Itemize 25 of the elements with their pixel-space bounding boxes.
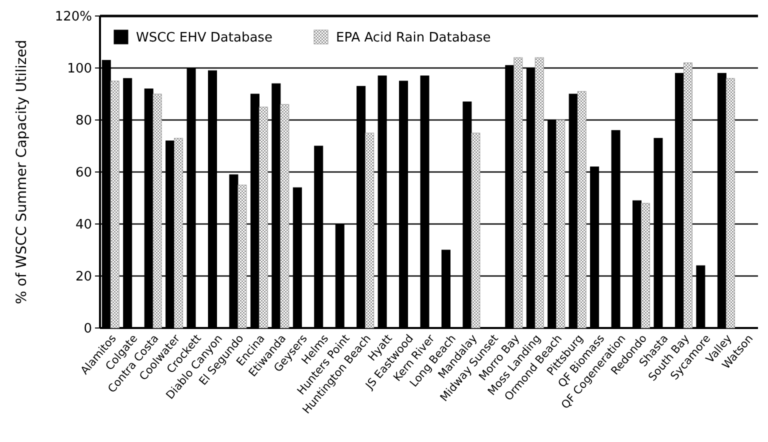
bar [365, 132, 374, 328]
bar [110, 80, 120, 328]
y-tick-label: 120% [54, 10, 92, 25]
bar [577, 91, 586, 328]
legend-label: EPA Acid Rain Database [336, 30, 491, 46]
y-axis-title: % of WSCC Summer Capacity Utilized [14, 40, 30, 304]
bar [258, 106, 268, 328]
bar [174, 138, 184, 328]
bar [280, 104, 290, 328]
y-tick-label: 20 [75, 270, 92, 285]
bar [471, 132, 480, 328]
bar [238, 184, 247, 328]
bar [514, 57, 523, 328]
y-tick-label: 100 [67, 62, 92, 77]
bar [556, 120, 566, 328]
bar [641, 202, 650, 328]
bar [534, 57, 544, 328]
bar [152, 94, 162, 328]
bar [683, 62, 692, 328]
bar [726, 78, 735, 328]
y-tick-label: 40 [75, 218, 92, 233]
legend-label: WSCC EHV Database [136, 30, 272, 46]
y-tick-label: 60 [75, 166, 92, 181]
y-tick-label: 80 [75, 114, 92, 129]
y-tick-label: 0 [84, 322, 92, 337]
